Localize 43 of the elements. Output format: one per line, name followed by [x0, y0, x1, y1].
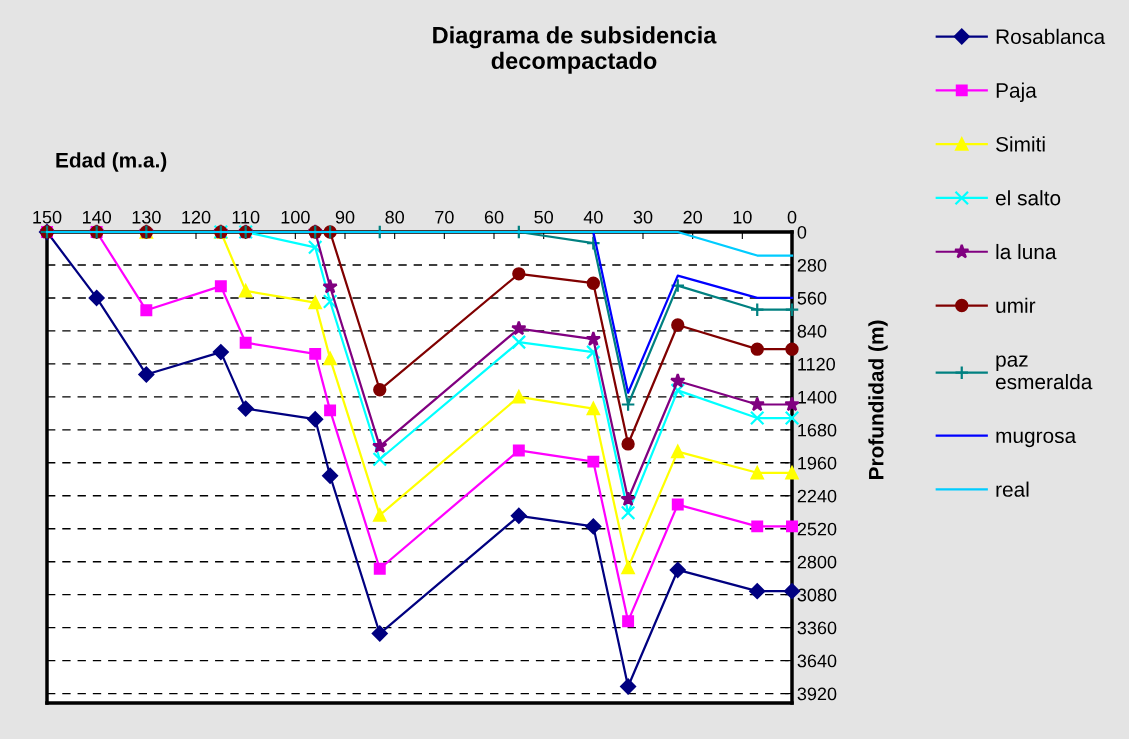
x-tick-label: 10 — [733, 210, 752, 224]
legend-label: Paja — [996, 82, 1037, 102]
y-tick-label: 840 — [797, 324, 827, 338]
x-tick-label: 30 — [633, 210, 653, 224]
y-tick-label: 2800 — [797, 555, 837, 569]
x-tick-label: 130 — [132, 210, 161, 224]
legend-label: Simiti — [996, 136, 1045, 152]
x-tick-label: 50 — [534, 210, 553, 224]
x-tick-label: 70 — [435, 210, 454, 224]
y-tick-label: 2240 — [797, 489, 837, 503]
x-tick-label: 40 — [583, 210, 603, 224]
y-tick-label: 3360 — [797, 621, 837, 635]
y-tick-label: 1120 — [798, 357, 835, 371]
legend-label: umir — [996, 297, 1036, 314]
y-tick-label: 1960 — [798, 456, 837, 470]
legend-label: real — [996, 481, 1029, 497]
x-tick-label: 150 — [33, 210, 62, 224]
x-tick-label: 140 — [82, 210, 112, 224]
y-tick-label: 1400 — [798, 390, 837, 404]
y-tick-label: 1680 — [798, 423, 837, 437]
x-tick-label: 120 — [182, 210, 211, 224]
y-tick-label: 280 — [797, 258, 827, 272]
x-tick-label: 90 — [335, 210, 355, 224]
legend-label: el salto — [995, 190, 1061, 206]
x-axis-title: Edad (m.a.) — [56, 152, 167, 172]
x-tick-label: 110 — [232, 210, 260, 224]
y-tick-label: 560 — [797, 291, 827, 305]
legend-label: paz esmeralda — [995, 355, 1093, 390]
legend-label: mugrosa — [996, 431, 1077, 448]
x-tick-label: 20 — [683, 210, 702, 224]
y-tick-label: 0 — [797, 225, 807, 239]
x-tick-label: 60 — [484, 210, 504, 224]
y-tick-label: 3080 — [797, 588, 837, 602]
y-tick-label: 2520 — [797, 522, 837, 536]
y-axis-title: Profundidad (m) — [868, 320, 888, 480]
y-tick-label: 3640 — [797, 654, 837, 668]
y-tick-label: 3920 — [797, 687, 837, 701]
x-tick-label: 0 — [787, 210, 797, 224]
legend-label: Rosablanca — [996, 28, 1106, 45]
x-tick-label: 100 — [281, 210, 310, 224]
x-tick-label: 80 — [385, 210, 404, 224]
chart-title: Diagrama de subsidencia decompactado — [433, 26, 717, 74]
legend-label: la luna — [996, 243, 1057, 260]
